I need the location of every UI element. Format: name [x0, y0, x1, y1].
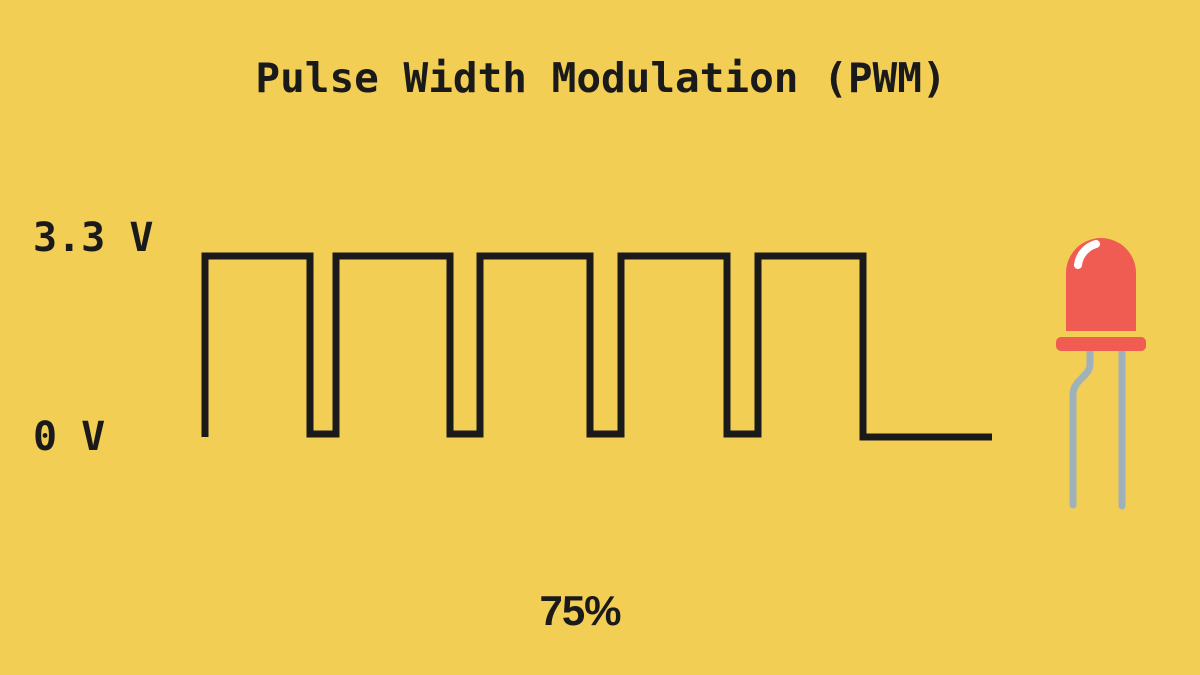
led-left-leg	[1069, 342, 1094, 509]
led-flange	[1056, 337, 1146, 351]
duty-cycle-label: 75%	[539, 587, 621, 634]
high-voltage-label: 3.3 V	[33, 215, 154, 261]
led-icon	[1056, 238, 1146, 510]
page-title: Pulse Width Modulation (PWM)	[255, 54, 947, 102]
low-voltage-label: 0 V	[33, 414, 106, 460]
led-highlight	[1074, 240, 1100, 269]
pwm-waveform-trace	[201, 252, 992, 441]
led-dome	[1066, 238, 1136, 331]
